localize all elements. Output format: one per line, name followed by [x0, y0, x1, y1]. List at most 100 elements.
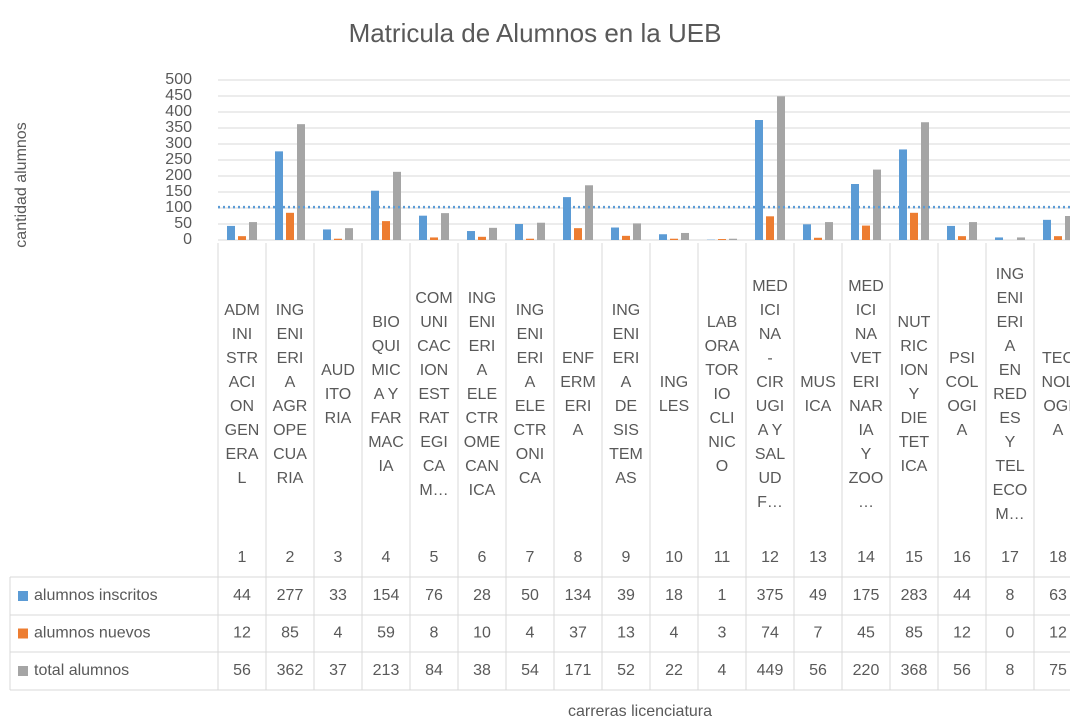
x-tick-number: 15: [905, 549, 923, 566]
table-value: 362: [277, 662, 304, 679]
table-value: 18: [665, 587, 683, 604]
legend-label: total alumnos: [34, 662, 129, 679]
x-tick-number: 2: [286, 549, 295, 566]
bar: [441, 213, 449, 240]
table-value: 4: [670, 625, 679, 642]
y-tick-label: 150: [165, 183, 192, 200]
table-value: 39: [617, 587, 635, 604]
bar: [755, 120, 763, 240]
bar: [430, 237, 438, 240]
x-tick-label: ING ENI ERI A DE SIS TEM AS: [609, 302, 643, 487]
y-tick-label: 0: [183, 231, 192, 248]
table-value: 74: [761, 625, 779, 642]
y-tick-label: 400: [165, 103, 192, 120]
table-value: 52: [617, 662, 635, 679]
x-tick-label: ING ENI ERI A AGR OPE CUA RIA: [273, 302, 308, 487]
bar: [947, 225, 955, 240]
table-value: 49: [809, 587, 827, 604]
y-tick-label: 50: [174, 215, 192, 232]
table-value: 63: [1049, 587, 1067, 604]
x-tick-number: 5: [430, 549, 439, 566]
table-value: 44: [953, 587, 971, 604]
table-value: 283: [901, 587, 928, 604]
y-axis-title: cantidad alumnos: [13, 122, 30, 247]
table-value: 59: [377, 625, 395, 642]
table-value: 38: [473, 662, 491, 679]
table-value: 7: [814, 625, 823, 642]
table-value: 13: [617, 625, 635, 642]
table-value: 56: [233, 662, 251, 679]
y-tick-label: 200: [165, 167, 192, 184]
bar: [334, 238, 342, 240]
table-value: 154: [373, 587, 400, 604]
table-value: 1: [718, 587, 727, 604]
bar: [851, 184, 859, 240]
table-value: 50: [521, 587, 539, 604]
x-tick-number: 4: [382, 549, 391, 566]
bar: [670, 238, 678, 240]
bar: [921, 122, 929, 240]
x-tick-label: ING LES: [659, 374, 689, 415]
bar: [825, 222, 833, 240]
table-value: 375: [757, 587, 784, 604]
bar: [718, 239, 726, 240]
x-tick-label: ING ENI ERI A ELE CTR OME CAN ICA: [464, 290, 500, 499]
x-tick-number: 12: [761, 549, 779, 566]
table-value: 76: [425, 587, 443, 604]
x-tick-label: COM UNI CAC ION EST RAT EGI CA M…: [415, 290, 452, 499]
x-tick-number: 10: [665, 549, 683, 566]
table-value: 4: [526, 625, 535, 642]
legend-label: alumnos nuevos: [34, 625, 151, 642]
x-tick-number: 6: [478, 549, 487, 566]
bar: [323, 229, 331, 240]
bar: [622, 235, 630, 240]
x-tick-label: BIO QUI MIC A Y FAR MAC IA: [368, 314, 404, 475]
table-value: 37: [569, 625, 587, 642]
bar: [249, 222, 257, 240]
bar: [297, 124, 305, 240]
table-value: 37: [329, 662, 347, 679]
table-value: 8: [430, 625, 439, 642]
bar: [1065, 216, 1070, 240]
table-value: 3: [718, 625, 727, 642]
table-value: 85: [905, 625, 923, 642]
y-tick-label: 300: [165, 135, 192, 152]
bar: [574, 228, 582, 240]
table-value: 84: [425, 662, 443, 679]
bar: [681, 232, 689, 240]
bar: [777, 96, 785, 240]
x-tick-number: 11: [714, 549, 731, 566]
bar: [371, 190, 379, 240]
y-tick-label: 450: [165, 87, 192, 104]
x-tick-label: LAB ORA TOR IO CLI NIC O: [705, 314, 740, 475]
x-tick-number: 1: [238, 549, 247, 566]
table-value: 33: [329, 587, 347, 604]
legend-key: [18, 628, 28, 639]
x-tick-label: NUT RIC ION Y DIE TET ICA: [898, 314, 931, 475]
table-value: 44: [233, 587, 251, 604]
bar: [585, 185, 593, 240]
bar: [766, 216, 774, 240]
x-axis-title: carreras licenciatura: [568, 703, 712, 720]
x-tick-number: 13: [809, 549, 827, 566]
table-value: 171: [565, 662, 592, 679]
bar: [910, 212, 918, 240]
x-tick-label: ING ENI ERI A EN RED ES Y TEL ECO M…: [993, 266, 1028, 523]
bar: [478, 236, 486, 240]
legend-label: alumnos inscritos: [34, 587, 158, 604]
bar: [227, 225, 235, 240]
table-value: 56: [953, 662, 971, 679]
table-value: 220: [853, 662, 880, 679]
x-tick-label: PSI COL OGI A: [946, 350, 979, 439]
x-tick-number: 9: [622, 549, 631, 566]
bar: [382, 221, 390, 240]
bar: [537, 222, 545, 240]
bar: [814, 237, 822, 240]
table-value: 12: [233, 625, 251, 642]
bar: [633, 223, 641, 240]
bar: [345, 228, 353, 240]
bar: [1043, 219, 1051, 240]
table-value: 175: [853, 587, 880, 604]
bar: [515, 224, 523, 240]
